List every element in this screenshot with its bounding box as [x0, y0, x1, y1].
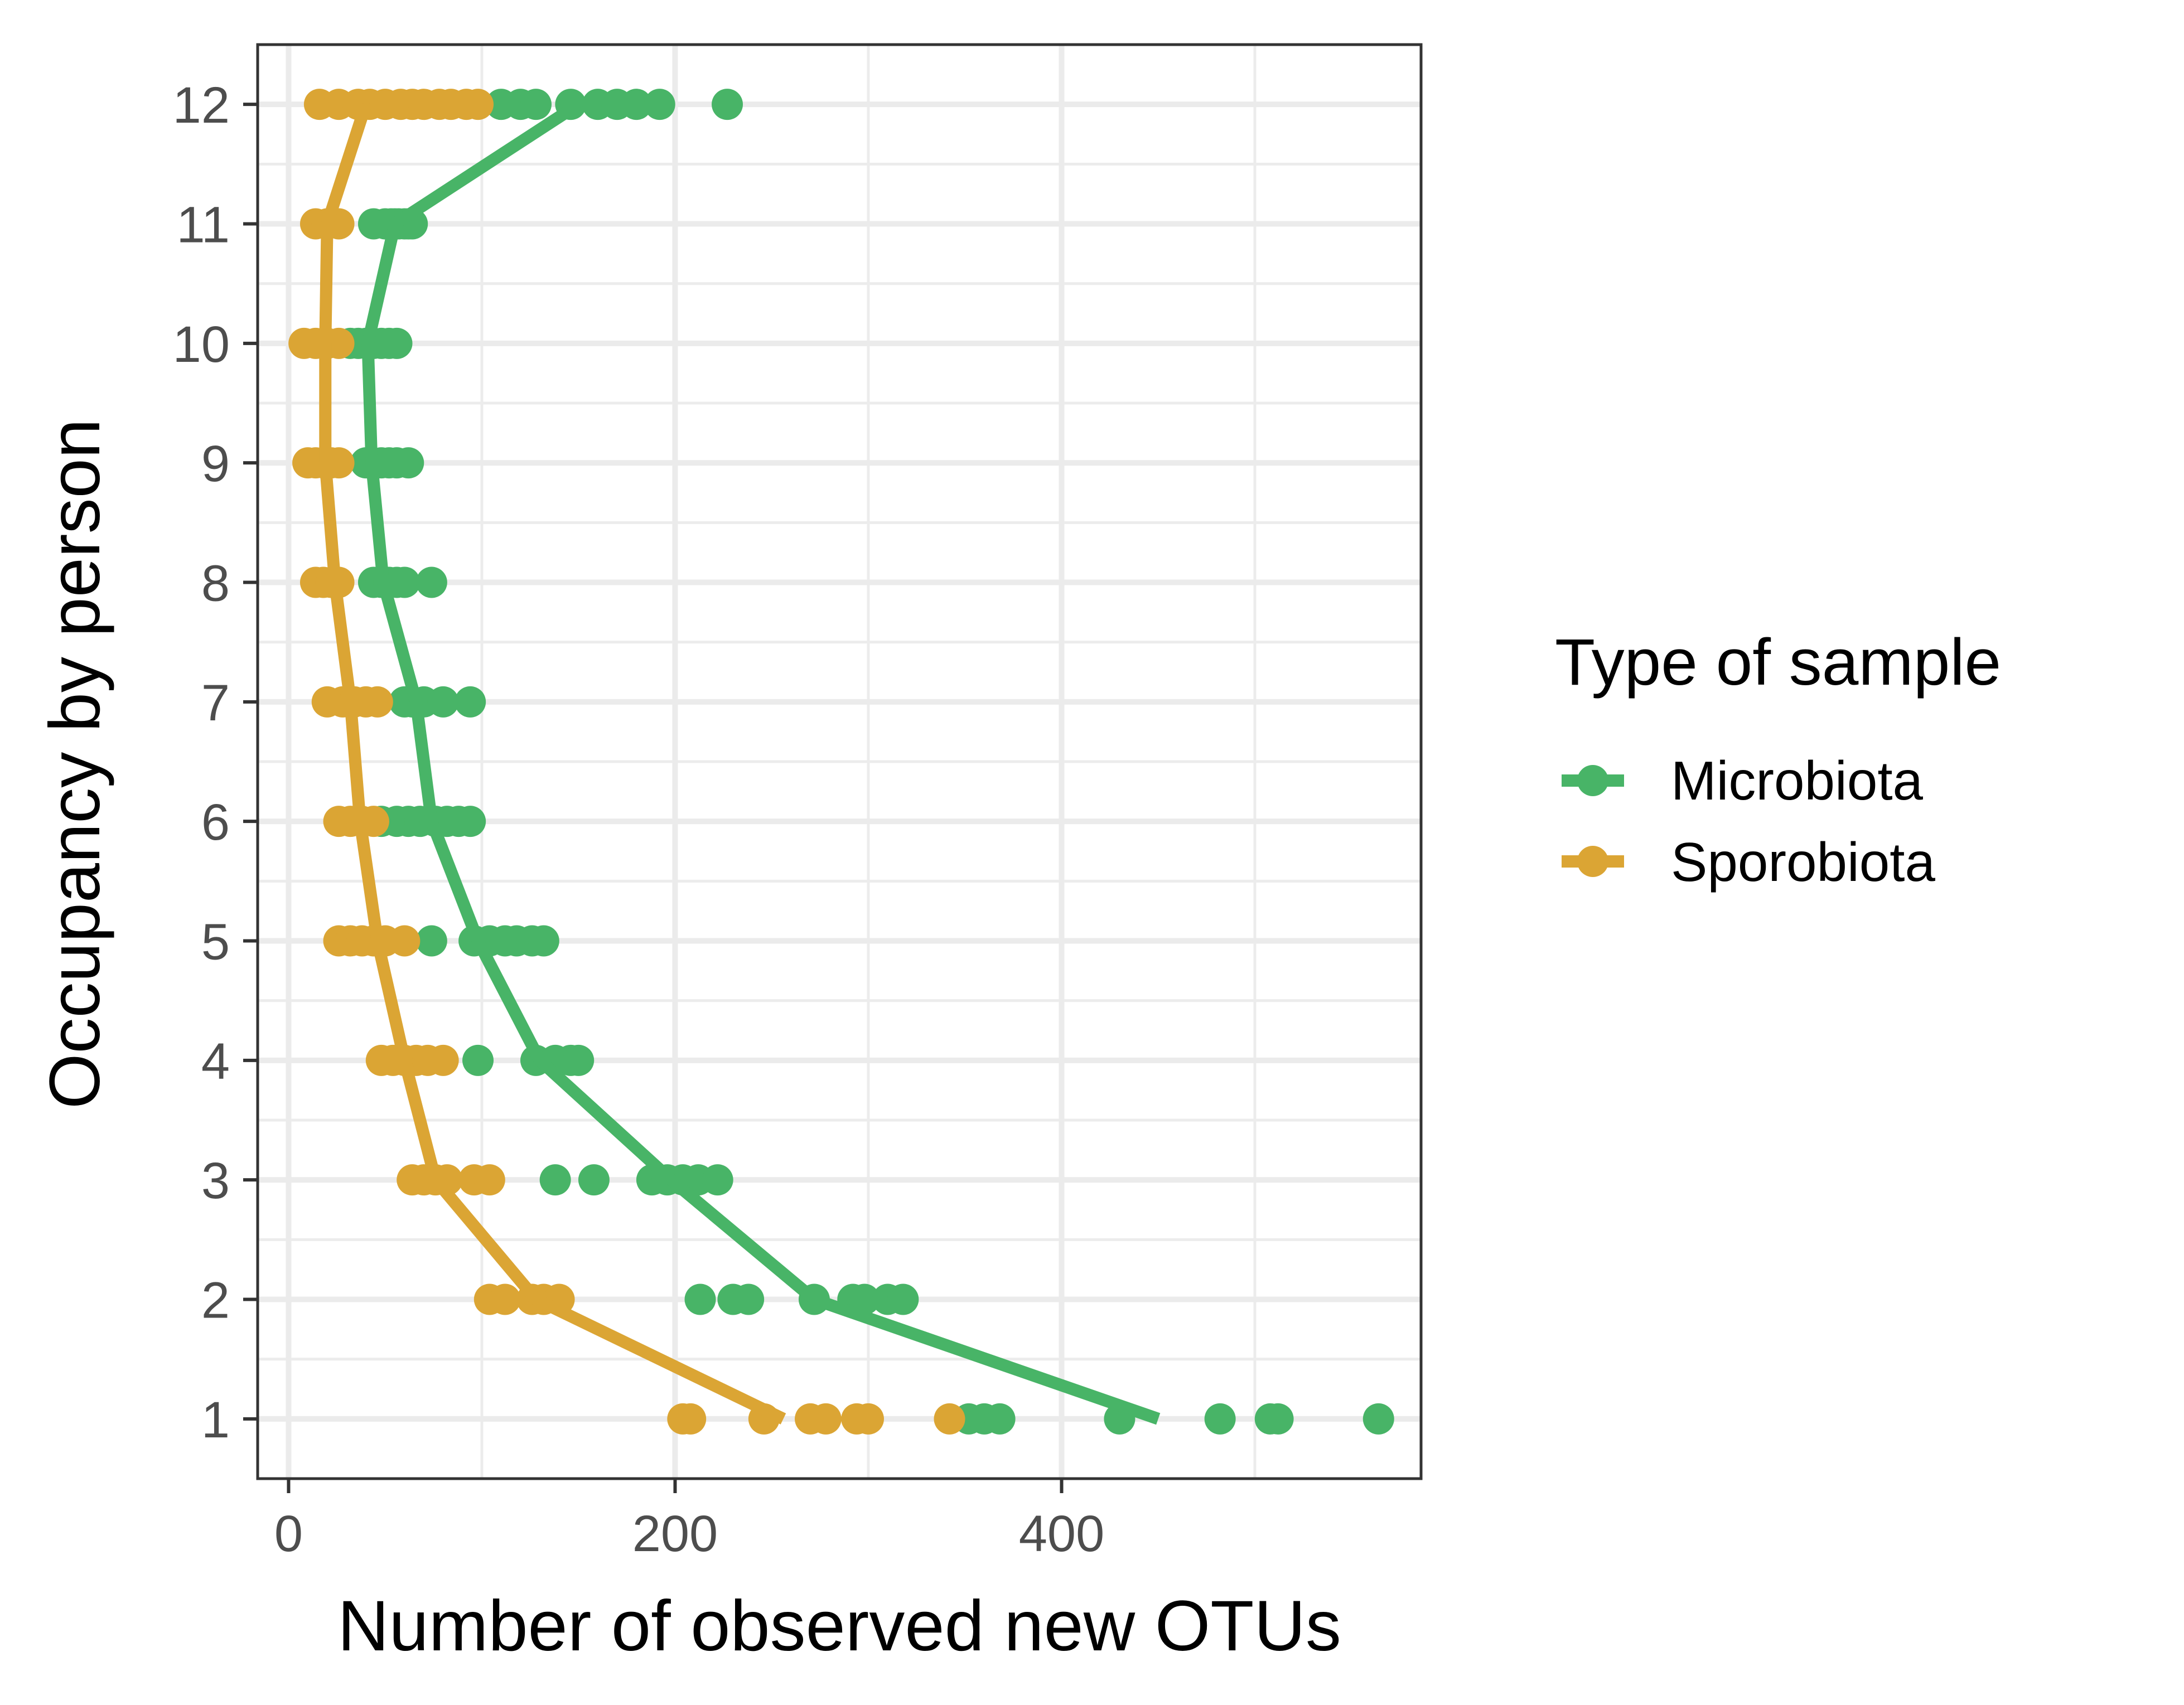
- data-point-microbiota: [381, 327, 413, 359]
- data-point-microbiota: [1204, 1403, 1236, 1435]
- data-point-microbiota: [984, 1403, 1016, 1435]
- data-point-sporobiota: [427, 1044, 459, 1076]
- data-point-sporobiota: [489, 1283, 521, 1315]
- x-tick-label: 200: [632, 1505, 718, 1562]
- data-point-sporobiota: [473, 1164, 505, 1196]
- series-microbiota: [335, 89, 1394, 1435]
- y-tick-label: 8: [201, 555, 230, 612]
- data-point-sporobiota: [852, 1403, 884, 1435]
- y-tick-label: 5: [201, 914, 230, 971]
- data-point-microbiota: [712, 89, 743, 120]
- trend-line-microbiota: [361, 99, 1161, 1425]
- data-point-microbiota: [887, 1283, 919, 1315]
- y-tick-label: 9: [201, 435, 230, 492]
- y-tick-label: 7: [201, 675, 230, 732]
- data-point-microbiota: [849, 1283, 881, 1315]
- legend-key-sporobiota-dot: [1577, 846, 1608, 877]
- series-sporobiota: [288, 89, 965, 1435]
- x-axis-title: Number of observed new OTUs: [337, 1586, 1341, 1666]
- panel-border: [256, 43, 1423, 1480]
- data-point-microbiota: [520, 89, 552, 120]
- gridlines: [258, 45, 1421, 1479]
- data-point-microbiota: [1262, 1403, 1294, 1435]
- legend-key-microbiota: [1562, 765, 1624, 796]
- data-point-microbiota: [539, 1164, 571, 1196]
- data-point-microbiota: [393, 447, 424, 479]
- y-tick-label: 2: [201, 1272, 230, 1329]
- data-point-sporobiota: [389, 925, 421, 957]
- data-point-microbiota: [462, 1044, 494, 1076]
- y-axis-title: Occupancy by person: [35, 419, 115, 1109]
- data-point-microbiota: [563, 1044, 595, 1076]
- data-point-microbiota: [415, 925, 447, 957]
- data-point-microbiota: [621, 89, 653, 120]
- y-tick-label: 4: [201, 1033, 230, 1090]
- plot-panel: [256, 43, 1423, 1480]
- legend-title: Type of sample: [1555, 626, 2001, 699]
- data-point-microbiota: [528, 925, 559, 957]
- data-point-sporobiota: [810, 1403, 842, 1435]
- legend-label-microbiota: Microbiota: [1671, 750, 1924, 811]
- data-point-microbiota: [389, 566, 421, 598]
- data-point-microbiota: [684, 1283, 716, 1315]
- data-point-sporobiota: [361, 686, 393, 718]
- y-tick-label: 6: [201, 794, 230, 851]
- data-point-microbiota: [455, 686, 486, 718]
- data-point-microbiota: [1362, 1403, 1394, 1435]
- y-tick-label: 11: [176, 197, 230, 254]
- data-point-microbiota: [702, 1164, 733, 1196]
- data-point-microbiota: [733, 1283, 765, 1315]
- x-tick-label: 0: [274, 1505, 303, 1562]
- data-point-microbiota: [415, 566, 447, 598]
- y-tick-label: 3: [201, 1152, 230, 1209]
- data-point-sporobiota: [675, 1403, 707, 1435]
- data-point-sporobiota: [462, 89, 494, 120]
- legend: Type of sample Microbiota Sporobiota: [1555, 626, 2001, 893]
- trend-line-sporobiota: [319, 102, 786, 1425]
- x-tick-labels: 0 200 400: [274, 1479, 1104, 1562]
- legend-label-sporobiota: Sporobiota: [1671, 831, 1936, 893]
- data-point-sporobiota: [934, 1403, 965, 1435]
- data-point-microbiota: [427, 686, 459, 718]
- y-tick-label: 1: [201, 1392, 230, 1449]
- x-tick-label: 400: [1019, 1505, 1105, 1562]
- data-point-microbiota: [578, 1164, 610, 1196]
- y-tick-label: 10: [173, 316, 230, 373]
- data-point-microbiota: [644, 89, 675, 120]
- legend-key-sporobiota: [1562, 846, 1624, 877]
- data-point-microbiota: [455, 806, 486, 837]
- y-tick-label: 12: [173, 77, 230, 134]
- legend-key-microbiota-dot: [1577, 765, 1608, 796]
